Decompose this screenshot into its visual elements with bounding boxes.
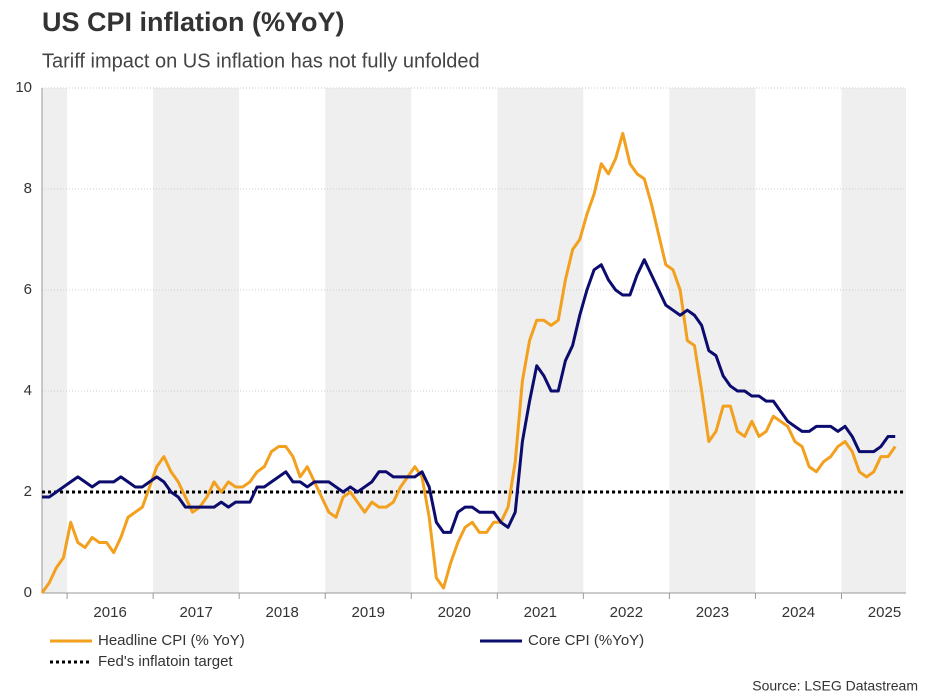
chart-title: US CPI inflation (%YoY) [42,7,345,37]
x-tick-label: 2017 [179,604,212,621]
year-band [497,88,584,593]
x-tick-label: 2018 [266,604,299,621]
y-tick-label: 6 [24,281,32,298]
background-layer [42,88,906,593]
series-line [42,258,896,534]
x-tick-label: 2021 [524,604,557,621]
y-tick-label: 2 [24,483,32,500]
x-tick-label: 2022 [610,604,643,621]
x-tick-label: 2024 [782,604,815,621]
year-band [669,88,756,593]
legend-label: Core CPI (%YoY) [528,632,644,649]
x-tick-label: 2020 [438,604,471,621]
series-line [40,131,897,594]
source-note: Source: LSEG Datastream [752,678,918,694]
x-tick-label: 2023 [696,604,729,621]
y-tick-label: 4 [24,382,32,399]
chart-subtitle: Tariff impact on US inflation has not fu… [42,50,480,72]
year-band [42,88,68,593]
year-band [153,88,240,593]
legend-label: Fed's inflatoin target [98,653,233,670]
legend-label: Headline CPI (% YoY) [98,632,245,649]
x-tick-label: 2016 [93,604,126,621]
x-tick-label: 2019 [352,604,385,621]
year-band [841,88,906,593]
y-tick-label: 10 [15,79,32,96]
x-tick-label: 2025 [868,604,901,621]
y-tick-label: 0 [24,584,32,601]
year-band [325,88,412,593]
y-tick-label: 8 [24,180,32,197]
